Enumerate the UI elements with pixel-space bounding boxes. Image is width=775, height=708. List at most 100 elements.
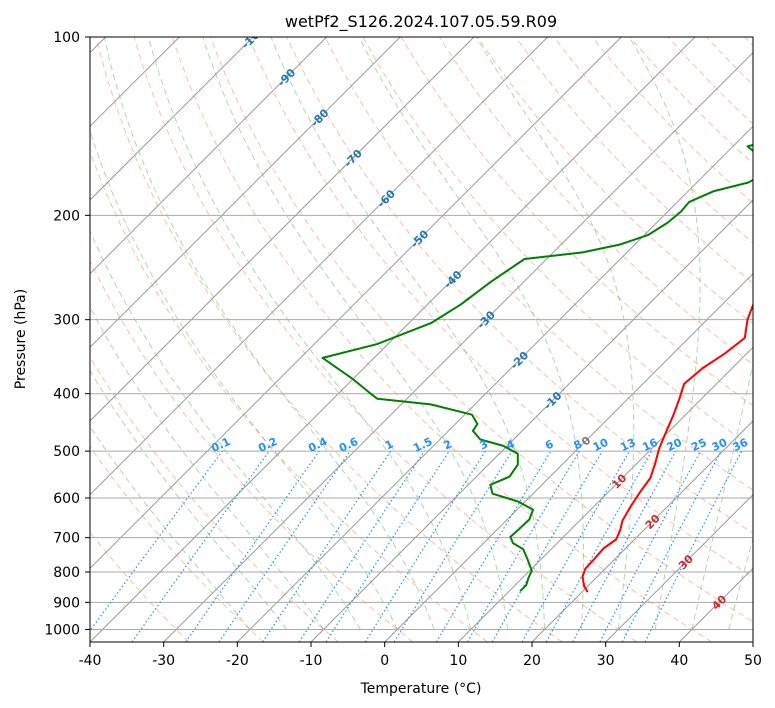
x-tick-label: -40 (79, 653, 102, 669)
x-tick-label: -30 (152, 653, 175, 669)
moist-adiabat-line (90, 425, 251, 630)
dry-adiabat-line (95, 37, 563, 642)
isotherm-line (90, 37, 401, 349)
mixing-ratio-line (364, 450, 486, 642)
mixing-ratio-label: 0.1 (209, 435, 232, 455)
x-axis-label: Temperature (°C) (360, 681, 482, 697)
dry-adiabat-line (591, 37, 753, 204)
x-tick-label: -20 (226, 653, 249, 669)
mixing-ratio-label: 1 (383, 437, 395, 452)
dry-adiabat-line (171, 37, 712, 642)
mixing-ratio-line (262, 450, 392, 642)
y-axis-ticks: 100 200 300 400 500 600 700 800 900 1000 (44, 30, 90, 638)
dry-adiabat-line (324, 37, 753, 491)
mixing-ratio-label: 10 (591, 436, 611, 454)
isotherm-label: -20 (508, 349, 531, 372)
y-tick-label: 700 (53, 531, 80, 547)
mixing-ratio-line (521, 450, 631, 642)
moist-adiabat-line (90, 369, 288, 630)
moist-adiabat-line (90, 229, 361, 630)
isotherm-label: -90 (275, 66, 298, 89)
mixing-ratio-line (131, 450, 270, 642)
isotherm-line (236, 125, 753, 642)
moist-adiabat-line (475, 37, 635, 630)
line-labels: 0.1 0.2 0.4 0.6 1 1.5 2 3 4 6 8 10 13 16 20 25 30 36-100-… (209, 37, 751, 613)
y-tick-label: 200 (53, 208, 80, 224)
mixing-ratio-line (298, 450, 425, 642)
mixing-ratio-label: 13 (618, 436, 637, 454)
moist-adiabat-line (202, 37, 509, 630)
isotherm-line (90, 37, 475, 422)
y-tick-label: 100 (53, 30, 80, 46)
isotherm-line (90, 37, 696, 642)
dry-adiabat-line (210, 37, 753, 623)
isotherm-label: -80 (308, 106, 331, 129)
y-tick-label: 300 (53, 313, 80, 329)
temperature-profile (581, 302, 753, 593)
moist-adiabat-line (691, 361, 753, 630)
x-tick-label: 10 (449, 653, 467, 669)
profile-lines (321, 143, 753, 593)
moist-adiabat-line (628, 37, 701, 630)
dry-adiabat-line (90, 445, 264, 642)
mixing-ratio-line (218, 450, 351, 642)
mixing-ratio-label: 25 (689, 436, 708, 454)
isotherm-line (457, 346, 753, 642)
y-tick-label: 500 (53, 444, 80, 460)
moist-adiabat-line (147, 37, 472, 630)
mixing-ratio-line (90, 450, 223, 632)
y-axis-label: Pressure (hPa) (13, 289, 29, 389)
x-tick-label: 20 (523, 653, 541, 669)
mixing-ratio-label: 2 (442, 437, 454, 452)
dry-adiabat-line (90, 356, 339, 642)
isotherm-label: -30 (475, 308, 498, 331)
mixing-ratio-label: 0.4 (306, 435, 329, 455)
y-tick-label: 1000 (44, 622, 80, 638)
moist-adiabat-line (270, 37, 546, 630)
dry-adiabat-line (90, 259, 414, 642)
plot-frame (89, 36, 754, 643)
isotherm-line (90, 37, 254, 201)
isotherm-line (163, 51, 753, 642)
y-tick-label: 900 (53, 595, 80, 611)
x-tick-label: 40 (670, 653, 688, 669)
dry-adiabat-line (477, 37, 753, 325)
background-lines (90, 37, 753, 642)
isotherm-line (605, 493, 753, 642)
isotherm-line (90, 37, 549, 496)
mixing-ratio-label: 16 (640, 436, 660, 454)
mixing-ratio-line (572, 450, 677, 642)
mixing-ratio-line (545, 450, 653, 642)
moist-adiabat-line (103, 37, 435, 630)
dry-adiabat-line (90, 150, 488, 642)
mixing-ratio-label: 30 (710, 436, 730, 454)
x-axis-ticks: -40 -30 -20 -10 0 10 20 30 40 50 (79, 642, 762, 669)
mixing-ratio-line (466, 450, 580, 642)
dewpoint-profile (321, 143, 753, 592)
mixing-ratio-label: 0.6 (337, 435, 360, 455)
y-tick-label: 600 (53, 491, 80, 507)
mixing-ratio-label: 3 (478, 437, 490, 452)
mixing-ratio-line (491, 450, 603, 642)
dry-adiabat-line (133, 37, 638, 642)
moist-adiabat-line (90, 128, 398, 630)
mixing-ratio-line (393, 450, 513, 642)
dry-adiabat-line (668, 37, 753, 125)
isotherm-line (384, 272, 753, 642)
dry-adiabat-line (515, 37, 753, 284)
y-tick-label: 400 (53, 387, 80, 403)
isotherm-line (531, 420, 753, 642)
dry-adiabat-line (400, 37, 753, 407)
isotherm-line (90, 37, 622, 570)
x-tick-label: -10 (300, 653, 323, 669)
mixing-ratio-label: 1.5 (411, 435, 434, 455)
dry-adiabat-line (706, 37, 753, 86)
mixing-ratio-label: 20 (665, 436, 685, 454)
dry-adiabat-line (248, 37, 753, 578)
x-tick-label: 50 (744, 653, 762, 669)
mixing-ratio-label: 6 (543, 437, 556, 452)
mixing-ratio-label: 36 (731, 436, 751, 454)
mixing-ratio-line (435, 450, 552, 642)
isotherm-line (90, 37, 328, 275)
